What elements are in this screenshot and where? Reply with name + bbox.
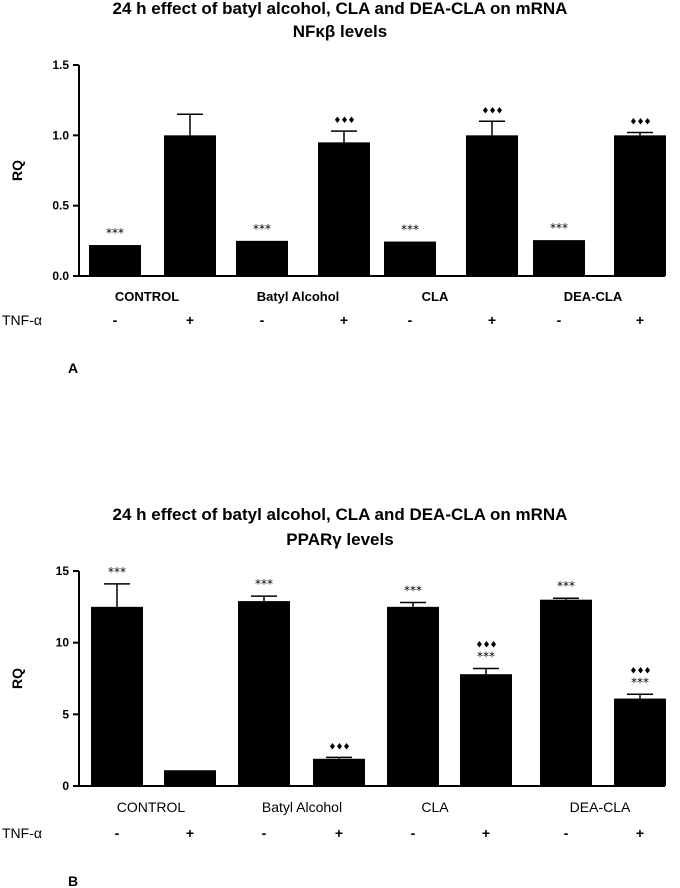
panel-a-bar [466,135,518,276]
panel-b-significance-stars: *** [108,565,126,579]
panel-a-treatment-sign: - [408,312,413,328]
panel-a-treatment-sign: + [340,312,348,328]
panel-b-y-axis-label: RQ [9,668,25,689]
panel-a-treatment-sign: + [186,312,194,328]
panel-b-treatment-sign: - [411,825,416,841]
panel-a-significance-diamonds: ♦♦♦ [333,116,354,126]
panel-a-significance-diamonds: ♦♦♦ [629,118,650,128]
panel-a-group-label: Batyl Alcohol [257,289,340,304]
panel-a-bar [318,142,370,276]
panel-b-title-line-1: 24 h effect of batyl alcohol, CLA and DE… [113,505,568,524]
panel-b-group-label: CLA [421,799,449,815]
panel-b-bar [238,601,290,786]
panel-a-significance-diamonds: ♦♦♦ [481,106,502,116]
panel-b-bar [614,698,666,786]
panel-a-group-label: DEA-CLA [564,289,623,304]
panel-a-bar [164,135,216,276]
panel-a-group-label: CONTROL [115,289,179,304]
panel-b-treatment-sign: - [262,825,267,841]
panel-b-significance-stars: *** [631,675,649,689]
panel-b-treatment-sign: + [636,825,644,841]
panel-a-y-tick-label: 1.0 [52,128,69,142]
panel-b-y-tick-label: 15 [56,564,70,578]
panel-b-bar [164,770,216,786]
panel-b-significance-stars: *** [477,649,495,663]
panel-a-bar [384,241,436,276]
panel-a-bar [236,240,288,276]
panel-b-bar [387,606,439,786]
panel-a-treatment-sign: - [260,312,265,328]
panel-a-title-line-2: NFκβ levels [293,22,388,41]
panel-a-group-label: CLA [422,289,449,304]
panel-a-treatment-row-label: TNF-α [2,312,42,328]
panel-b-y-tick-label: 5 [62,707,69,721]
panel-a-title-line-1: 24 h effect of batyl alcohol, CLA and DE… [113,0,568,18]
panel-a-treatment-sign: + [636,312,644,328]
panel-b-significance-stars: *** [557,579,575,593]
panel-b-y-tick-label: 10 [56,636,70,650]
panel-a-y-tick-label: 0.5 [52,199,69,213]
panel-b-bar [540,599,592,786]
panel-b-significance-stars: *** [255,577,273,591]
panel-a-treatment-sign: + [488,312,496,328]
panel-b-significance-diamonds: ♦♦♦ [328,742,349,752]
panel-a-y-axis-label: RQ [9,160,25,181]
panel-a-panel-label: A [68,360,78,376]
panel-b-treatment-sign: + [482,825,490,841]
panel-a-significance-stars: *** [550,221,568,235]
panel-b-bar [460,674,512,786]
panel-a-treatment-sign: - [557,312,562,328]
panel-a-y-tick-label: 0.0 [52,269,69,283]
panel-a-bar [89,245,141,276]
panel-a-bar [614,135,666,276]
panel-b-group-label: CONTROL [117,799,186,815]
panel-a-treatment-sign: - [113,312,118,328]
panel-b-group-label: DEA-CLA [570,799,631,815]
panel-b-bar [91,606,143,786]
panel-b-treatment-row-label: TNF-α [2,825,42,841]
panel-a-y-tick-label: 1.5 [52,58,69,72]
panel-b-significance-diamonds: ♦♦♦ [629,666,650,676]
panel-b-treatment-sign: - [564,825,569,841]
panel-a-significance-stars: *** [253,222,271,236]
panel-b-y-tick-label: 0 [62,779,69,793]
panel-a-significance-stars: *** [106,226,124,240]
panel-a-bar [533,240,585,276]
panel-b-bar [313,758,365,786]
panel-b-panel-label: B [68,873,78,888]
panel-b-treatment-sign: - [115,825,120,841]
panel-b-significance-diamonds: ♦♦♦ [475,640,496,650]
panel-b-title-line-2: PPARγ levels [286,530,393,549]
panel-b-treatment-sign: + [186,825,194,841]
panel-b-group-label: Batyl Alcohol [262,799,342,815]
panel-a-significance-stars: *** [401,223,419,237]
panel-b-treatment-sign: + [335,825,343,841]
panel-b-significance-stars: *** [404,584,422,598]
